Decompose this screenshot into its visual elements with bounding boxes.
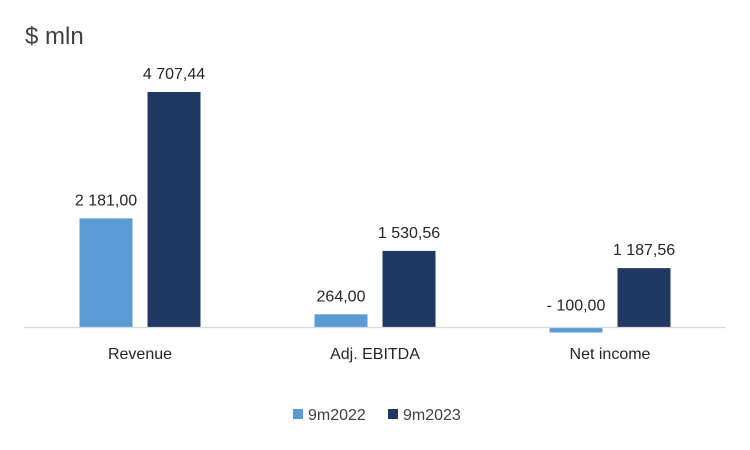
bar-9m2022-adj-ebitda xyxy=(314,314,368,328)
data-label: 4 707,44 xyxy=(143,66,205,83)
bar-9m2023-revenue xyxy=(147,92,201,328)
data-label: 264,00 xyxy=(317,288,366,305)
legend-swatch xyxy=(388,409,398,419)
data-label: 2 181,00 xyxy=(75,192,137,209)
category-label: Adj. EBITDA xyxy=(330,346,420,363)
bar-9m2023-adj-ebitda xyxy=(382,250,436,328)
bar-9m2022-net-income xyxy=(549,327,603,333)
bar-9m2023-net-income xyxy=(617,268,671,328)
category-labels-group: Revenue Adj. EBITDA Net income xyxy=(108,346,651,363)
legend-label: 9m2022 xyxy=(308,407,366,424)
data-label: - 100,00 xyxy=(547,298,606,315)
data-labels-group: 2 181,00 4 707,44 264,00 1 530,56 - 100,00 1 … xyxy=(75,66,675,315)
legend-label: 9m2023 xyxy=(403,407,461,424)
bars-group xyxy=(79,92,671,333)
bar-9m2022-revenue xyxy=(79,218,133,328)
category-label: Net income xyxy=(570,346,651,363)
category-label: Revenue xyxy=(108,346,172,363)
legend: 9m2022 9m2023 xyxy=(293,407,461,424)
unit-label: $ mln xyxy=(25,23,84,50)
data-label: 1 530,56 xyxy=(378,225,440,242)
legend-swatch xyxy=(293,409,303,419)
data-label: 1 187,56 xyxy=(613,242,675,259)
